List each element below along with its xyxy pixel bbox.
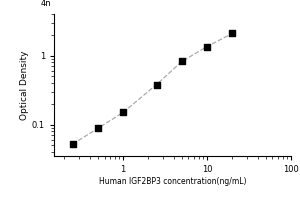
Point bbox=[154, 83, 159, 86]
Point bbox=[121, 111, 125, 114]
Point bbox=[70, 143, 75, 146]
X-axis label: Human IGF2BP3 concentration(ng/mL): Human IGF2BP3 concentration(ng/mL) bbox=[99, 177, 246, 186]
Point bbox=[179, 60, 184, 63]
Y-axis label: Optical Density: Optical Density bbox=[20, 50, 29, 120]
Point bbox=[205, 45, 209, 48]
Point bbox=[95, 127, 100, 130]
Point bbox=[230, 32, 235, 35]
Text: 4n: 4n bbox=[40, 0, 51, 8]
